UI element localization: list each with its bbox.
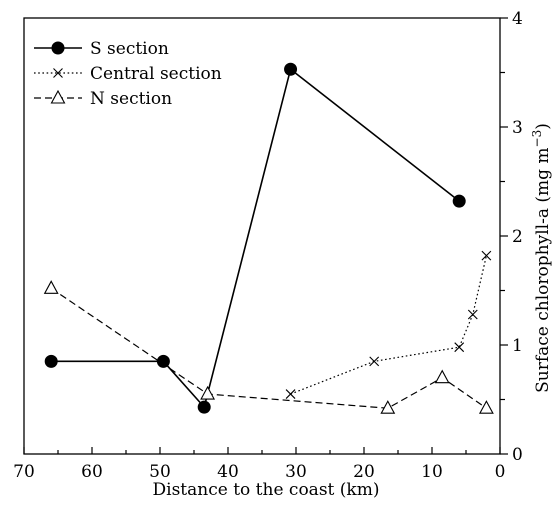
y-tick-label: 4 (512, 9, 523, 29)
series-line (50, 287, 487, 409)
x-tick-label: 10 (421, 462, 443, 482)
x-tick-label: 30 (285, 462, 307, 482)
data-point (467, 309, 478, 320)
series-n-section (43, 280, 494, 414)
x-tick-label: 0 (495, 462, 506, 482)
data-point (197, 400, 211, 414)
series-line (290, 255, 487, 395)
y-tick-label: 3 (512, 118, 523, 138)
data-point (369, 356, 380, 367)
legend-entry: Central section (34, 64, 222, 84)
x-tick-label: 40 (217, 462, 239, 482)
y-axis-title-close: ) (533, 123, 553, 130)
legend-marker (50, 89, 66, 104)
data-point (452, 194, 466, 208)
series-layer (43, 62, 494, 414)
data-point (284, 62, 298, 76)
y-tick-label: 1 (512, 336, 523, 356)
data-point (43, 280, 59, 294)
y-tick-label: 0 (512, 445, 523, 465)
y-tick-label: 2 (512, 227, 523, 247)
legend-label: S section (90, 39, 169, 59)
legend-marker (51, 41, 65, 55)
legend-marker (53, 68, 63, 78)
x-tick-label: 60 (81, 462, 103, 482)
data-point (454, 342, 465, 353)
data-point (156, 354, 170, 368)
x-tick-label: 20 (353, 462, 375, 482)
x-axis-title: Distance to the coast (km) (153, 480, 380, 500)
x-tick-label: 70 (13, 462, 35, 482)
data-point (200, 385, 216, 400)
series-line (51, 67, 460, 409)
y-axis-title-main: Surface chlorophyll-a (mg m (533, 147, 553, 392)
series-s-section (44, 62, 466, 414)
series-central-section (285, 250, 492, 399)
axis-ticks: 70 60 50 40 30 20 10 00 1 2 3 4 (13, 9, 523, 482)
x-tick-label: 50 (149, 462, 171, 482)
y-axis-title-exponent: −3 (530, 130, 544, 148)
legend-label: Central section (90, 64, 222, 84)
legend-entry: S section (34, 39, 169, 59)
data-point (478, 400, 494, 414)
data-point (285, 389, 296, 399)
legend-entry: N section (34, 89, 172, 109)
data-point (380, 400, 396, 414)
y-axis-title: Surface chlorophyll-a (mg m−3) (530, 123, 553, 393)
legend: S section Central section N section (34, 39, 222, 109)
data-point (434, 369, 450, 384)
data-point (44, 354, 58, 368)
legend-label: N section (90, 89, 172, 109)
data-point (481, 250, 492, 261)
